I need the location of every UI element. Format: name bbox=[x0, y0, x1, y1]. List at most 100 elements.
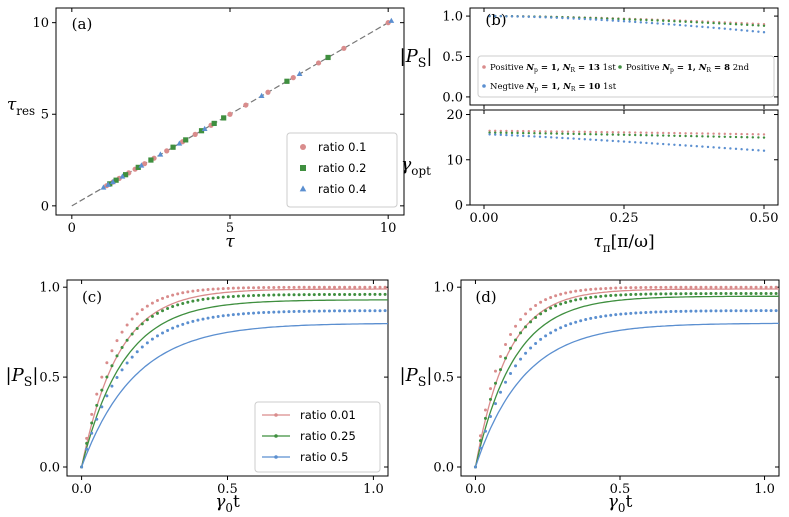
panel-b-bottom-point bbox=[673, 131, 676, 135]
panel-a-point bbox=[296, 70, 303, 77]
panel-a-legend-marker bbox=[300, 144, 306, 150]
panel-d-point bbox=[509, 372, 513, 376]
panel-d-point bbox=[684, 285, 688, 289]
panel-d-point bbox=[524, 351, 528, 355]
panel-b-top-point bbox=[522, 15, 525, 18]
panel-c-point bbox=[191, 319, 195, 323]
panel-b-bottom-point bbox=[662, 134, 665, 137]
panel-b-top-point bbox=[606, 19, 609, 22]
panel-b-top-point bbox=[729, 28, 732, 31]
panel-c-point bbox=[272, 285, 276, 289]
panel-d-point bbox=[684, 309, 688, 313]
panel-d-point bbox=[584, 288, 588, 292]
panel-c-point bbox=[236, 312, 240, 316]
panel-d-xtick-label: 0.5 bbox=[610, 482, 631, 497]
panel-c-point bbox=[383, 285, 387, 289]
panel-b-top-point bbox=[572, 17, 575, 20]
panel-d-point bbox=[664, 310, 668, 314]
panel-c-point bbox=[145, 341, 149, 345]
panel-a-ytick-label: 0 bbox=[41, 199, 49, 214]
panel-b-top-ytick-label: 0.0 bbox=[442, 90, 463, 105]
legend-np: N bbox=[525, 63, 535, 73]
panel-c-point bbox=[333, 292, 336, 296]
panel-d-point bbox=[594, 287, 598, 291]
panel-c-legend-label: ratio 0.25 bbox=[300, 429, 356, 443]
panel-c-point bbox=[211, 296, 215, 300]
panel-d-point bbox=[559, 302, 563, 306]
panel-b-bottom-point bbox=[723, 146, 726, 150]
panel-b-bottom-point bbox=[667, 131, 670, 135]
panel-d-point bbox=[534, 316, 538, 320]
panel-d-ytick-label: 0.5 bbox=[433, 371, 454, 386]
panel-d-point bbox=[739, 309, 743, 313]
panel-b-bottom-xlabel-end: [π/ω] bbox=[611, 232, 655, 252]
legend-np-val: = 1, bbox=[674, 63, 699, 73]
panel-a-point bbox=[123, 172, 129, 178]
legend-np-sub: p bbox=[534, 86, 538, 93]
panel-b-bottom-point bbox=[566, 137, 570, 140]
panel-b-top-point bbox=[510, 15, 514, 18]
panel-d-point bbox=[664, 292, 668, 296]
panel-d-ylabel-end: | bbox=[426, 365, 432, 386]
panel-c-point bbox=[353, 285, 357, 289]
panel-b-bottom-point bbox=[611, 131, 614, 134]
panel-d-point bbox=[483, 429, 487, 433]
panel-b-top-point bbox=[499, 14, 502, 18]
panel-c-point bbox=[348, 309, 352, 313]
panel-c-point bbox=[297, 285, 301, 289]
panel-d-point bbox=[679, 285, 683, 289]
panel-b-bottom-point bbox=[690, 134, 693, 138]
panel-d-point bbox=[744, 285, 748, 289]
panel-a-point bbox=[119, 173, 126, 179]
panel-b-bottom-point bbox=[622, 140, 626, 143]
panel-c-point bbox=[378, 285, 382, 289]
panel-b-bottom-point bbox=[572, 132, 575, 136]
panel-c-point bbox=[358, 285, 362, 289]
panel-d-point bbox=[644, 292, 648, 296]
panel-b-bottom-point bbox=[510, 129, 514, 133]
panel-b-bottom-point bbox=[690, 132, 693, 135]
panel-b-bottom-point bbox=[538, 135, 542, 138]
panel-b-top-point bbox=[706, 26, 710, 29]
panel-b-bottom-point bbox=[499, 129, 502, 133]
panel-c-point bbox=[327, 309, 331, 313]
panel-c-ytick-label: 1.0 bbox=[39, 281, 60, 296]
panel-b-bottom-point bbox=[617, 133, 620, 136]
panel-d-point bbox=[614, 293, 618, 297]
panel-d-point bbox=[699, 285, 703, 289]
panel-c-point bbox=[181, 291, 185, 295]
panel-d-point bbox=[504, 356, 508, 360]
panel-a-ytick-label: 5 bbox=[41, 108, 49, 123]
panel-d-point bbox=[689, 285, 693, 289]
panel-c-point bbox=[363, 292, 367, 296]
panel-b-bottom-point bbox=[695, 135, 698, 138]
panel-d-point bbox=[478, 446, 482, 450]
panel-b-top-point bbox=[505, 15, 508, 18]
panel-b-top-point bbox=[561, 16, 564, 20]
panel-d-point bbox=[569, 322, 573, 326]
panel-b-bottom-point bbox=[718, 132, 721, 135]
panel-c-point bbox=[211, 287, 215, 291]
panel-b-top-ytick-label: 0.5 bbox=[442, 50, 463, 65]
panel-c-xtick-label: 1.0 bbox=[363, 482, 384, 497]
panel-b-top-ylabel: |PS| bbox=[400, 46, 433, 70]
panel-d-point bbox=[604, 314, 608, 318]
panel-b-bottom-point bbox=[589, 138, 592, 141]
panel-d-point bbox=[724, 292, 728, 296]
panel-d-point bbox=[734, 285, 738, 289]
panel-b-top-point bbox=[695, 21, 698, 24]
panel-c-point bbox=[211, 315, 215, 319]
panel-c-point bbox=[307, 285, 311, 289]
panel-b-bottom-point bbox=[751, 136, 754, 139]
panel-a-ytick-label: 10 bbox=[32, 16, 49, 31]
legend-suffix: 2nd bbox=[730, 63, 750, 73]
panel-c-point bbox=[201, 288, 205, 292]
panel-b-bottom-point bbox=[751, 133, 754, 136]
panel-c-point bbox=[145, 304, 149, 308]
panel-a-point bbox=[211, 120, 217, 127]
panel-d-point bbox=[709, 292, 713, 296]
panel-b-bottom-ytick-label: 10 bbox=[446, 153, 463, 168]
panel-d-xtick-label: 1.0 bbox=[754, 482, 775, 497]
panel-b-top-point bbox=[734, 23, 738, 26]
panel-b-bottom-point bbox=[594, 138, 598, 142]
